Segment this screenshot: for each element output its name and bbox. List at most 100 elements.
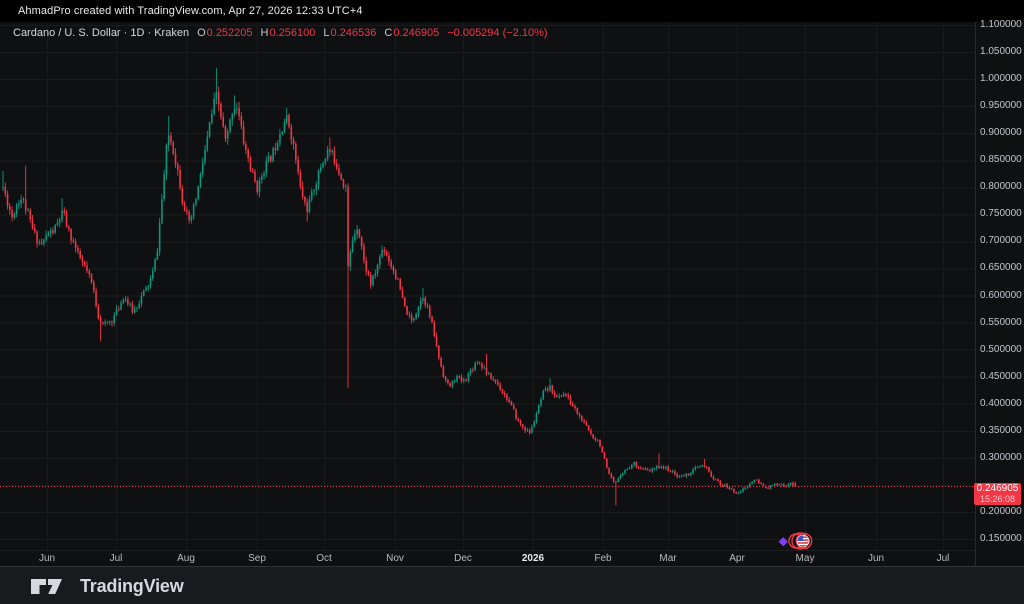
candlestick-chart[interactable]	[0, 22, 975, 550]
candle-body	[571, 403, 574, 407]
candle-body	[324, 159, 327, 163]
candle-body	[508, 399, 511, 402]
candle-body	[183, 203, 186, 211]
candle-body	[456, 376, 458, 382]
candle-body	[222, 117, 224, 127]
candle-body	[676, 474, 678, 477]
price-tick-label: 0.300000	[980, 451, 1022, 463]
time-tick-label: Jun	[38, 553, 56, 564]
candle-body	[674, 471, 676, 475]
candle-body	[692, 469, 694, 474]
time-tick-label: Feb	[594, 553, 612, 564]
candle-body	[213, 99, 215, 114]
candle-body	[515, 409, 517, 420]
candle-body	[299, 172, 302, 187]
candle-body	[701, 465, 703, 467]
candle-body	[556, 395, 558, 397]
candle-body	[90, 274, 93, 283]
ohlc-close: C0.246905	[384, 27, 440, 39]
candle-body	[226, 131, 229, 139]
watermark-bar: AhmadPro created with TradingView.com, A…	[0, 0, 1024, 22]
tradingview-logo-text: TradingView	[80, 575, 184, 596]
candle-body	[158, 223, 161, 252]
candle-body	[192, 204, 195, 217]
candle-body	[585, 422, 588, 426]
candle-body	[242, 126, 245, 145]
candle-body	[95, 290, 97, 306]
candle-body	[460, 376, 463, 382]
candle-body	[753, 479, 756, 482]
price-tick-label: 1.000000	[980, 73, 1022, 85]
candle-body	[435, 336, 438, 346]
candle-body	[742, 488, 744, 492]
candle-body	[204, 149, 206, 163]
price-tick-label: 0.750000	[980, 208, 1022, 220]
candle-body	[606, 458, 608, 468]
candle-body	[124, 299, 127, 301]
candle-body	[758, 479, 760, 484]
candle-body	[156, 251, 159, 260]
candle-body	[581, 415, 583, 421]
candle-body	[708, 467, 710, 472]
candle-body	[220, 104, 222, 118]
candle-body	[231, 113, 234, 120]
candle-body	[783, 484, 785, 487]
economic-events-marker[interactable]	[774, 529, 820, 551]
candle-body	[70, 229, 72, 241]
candle-body	[578, 414, 581, 416]
candle-body	[694, 467, 697, 470]
price-axis[interactable]: 0.246905 15:26:08 1.100000 1.050000 1.0000…	[974, 19, 1024, 566]
candle-body	[56, 222, 59, 226]
symbol-title[interactable]: Cardano / U. S. Dollar · 1D · Kraken	[13, 27, 190, 39]
candle-body	[438, 345, 440, 358]
candle-body	[79, 250, 81, 259]
candle-body	[31, 219, 34, 229]
price-change: −0.005294 (−2.10%)	[447, 27, 548, 39]
candle-body	[49, 230, 52, 234]
candle-body	[413, 318, 415, 321]
candle-body	[646, 469, 649, 471]
candle-body	[712, 476, 715, 480]
purple-diamond-icon	[778, 537, 788, 547]
candle-body	[45, 235, 47, 240]
candle-body	[501, 389, 504, 394]
candle-body	[569, 396, 572, 404]
candle-body	[419, 300, 422, 307]
candle-body	[669, 470, 672, 472]
candle-body	[558, 395, 560, 397]
candle-body	[2, 186, 4, 188]
candle-body	[710, 471, 713, 477]
candle-body	[562, 393, 565, 397]
candle-body	[680, 475, 683, 477]
candle-body	[181, 188, 184, 204]
candle-body	[279, 134, 281, 144]
candle-body	[728, 487, 731, 490]
candle-body	[512, 405, 515, 410]
watermark-text: AhmadPro created with TradingView.com, A…	[18, 5, 363, 17]
candle-body	[154, 259, 156, 271]
tradingview-logo[interactable]: TradingView	[30, 576, 184, 597]
time-axis[interactable]: Jun Jul Aug Sep Oct Nov Dec 2026 Feb Mar Apr May Jun…	[0, 550, 975, 567]
candle-body	[40, 242, 43, 244]
candle-body	[792, 482, 794, 486]
logo-bar: TradingView	[0, 566, 1024, 604]
candle-body	[749, 483, 751, 487]
candle-body	[381, 250, 383, 257]
candle-body	[431, 316, 433, 323]
candle-body	[320, 167, 322, 171]
candle-body	[481, 363, 483, 369]
candle-body	[705, 466, 708, 468]
candle-body	[465, 379, 467, 381]
price-tick-label: 0.400000	[980, 397, 1022, 409]
candle-body	[547, 388, 549, 391]
candle-body	[295, 144, 297, 160]
candle-body	[127, 299, 129, 305]
us-flag-icon	[796, 534, 810, 548]
candle-body	[599, 440, 601, 447]
candle-body	[717, 479, 719, 482]
candle-body	[274, 148, 277, 151]
candle-body	[671, 471, 674, 472]
candle-body	[258, 179, 261, 193]
candle-body	[444, 376, 447, 380]
candle-body	[644, 468, 647, 470]
